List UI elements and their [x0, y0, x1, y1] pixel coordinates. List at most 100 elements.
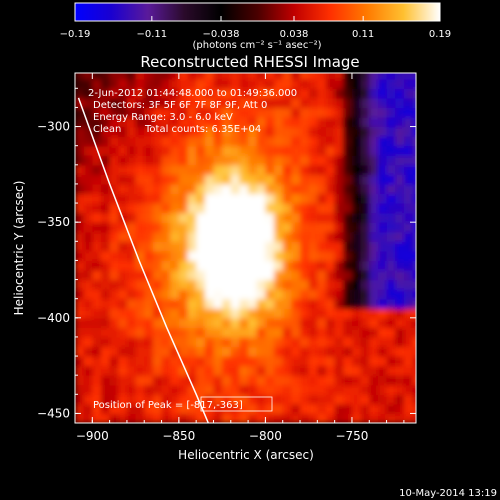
heatmap-cell — [395, 73, 405, 80]
heatmap-cell — [317, 317, 327, 328]
heatmap-cell — [135, 164, 145, 175]
heatmap-cell — [230, 336, 241, 348]
heatmap-cell — [248, 78, 258, 89]
heatmap-cell — [204, 145, 215, 156]
heatmap-cell — [265, 145, 275, 156]
heatmap-cell — [109, 327, 119, 338]
heatmap-cell — [100, 126, 111, 137]
heatmap-cell — [75, 279, 85, 290]
heatmap-cell — [377, 73, 388, 80]
heatmap-cell — [395, 403, 405, 415]
info-method: Clean — [93, 124, 121, 135]
heatmap-cell — [377, 269, 388, 281]
colorbar-ticks: −0.19 −0.11 −0.038 0.038 0.11 0.19 — [60, 16, 451, 40]
heatmap-cell — [377, 203, 388, 214]
heatmap-cell — [308, 107, 318, 118]
heatmap-cell — [360, 394, 370, 405]
heatmap-cell — [222, 269, 232, 281]
heatmap-cell — [403, 145, 414, 156]
heatmap-cell — [161, 279, 171, 290]
heatmap-cell — [395, 164, 405, 175]
info-peak-position: Position of Peak = [-817,-363] — [93, 400, 243, 411]
heatmap-cell — [161, 317, 171, 328]
heatmap-cell — [196, 183, 206, 195]
heatmap-cell — [83, 346, 93, 357]
heatmap-cell — [204, 126, 215, 137]
heatmap-cell — [230, 269, 241, 281]
heatmap-cell — [351, 107, 362, 118]
heatmap-cell — [144, 231, 154, 242]
heatmap-cell — [178, 193, 189, 204]
heatmap-cell — [135, 260, 145, 271]
heatmap-cell — [343, 126, 353, 137]
heatmap-cell — [204, 365, 215, 376]
heatmap-cell — [187, 155, 197, 166]
heatmap-cell — [187, 183, 197, 195]
heatmap-cell — [325, 346, 336, 357]
heatmap-cell — [161, 107, 171, 118]
heatmap-cell — [161, 155, 171, 166]
heatmap-cell — [351, 375, 362, 386]
heatmap-cell — [274, 145, 284, 156]
heatmap-cell — [126, 174, 137, 185]
heatmap-cell — [75, 298, 85, 309]
heatmap-cell — [256, 356, 266, 367]
heatmap-cell — [109, 308, 119, 319]
heatmap-cell — [325, 365, 336, 376]
heatmap-cell — [109, 250, 119, 262]
heatmap-cell — [317, 289, 327, 300]
heatmap-cell — [118, 336, 128, 348]
heatmap-cell — [222, 384, 232, 395]
heatmap-cell — [187, 403, 197, 415]
heatmap-cell — [109, 260, 119, 271]
heatmap-cell — [308, 126, 318, 137]
heatmap-cell — [274, 308, 284, 319]
heatmap-cell — [83, 136, 93, 147]
heatmap-cell — [325, 403, 336, 415]
heatmap-cell — [161, 183, 171, 195]
heatmap-cell — [75, 222, 85, 233]
heatmap-cell — [274, 73, 284, 80]
heatmap-cell — [360, 289, 370, 300]
heatmap-cell — [178, 107, 189, 118]
heatmap-cell — [222, 155, 232, 166]
heatmap-cell — [230, 298, 241, 309]
heatmap-cell — [178, 97, 189, 109]
heatmap-cell — [92, 394, 102, 405]
heatmap-cell — [239, 231, 249, 242]
heatmap-cell — [178, 88, 189, 99]
heatmap-cell — [118, 183, 128, 195]
heatmap-cell — [386, 231, 396, 242]
heatmap-cell — [308, 164, 318, 175]
heatmap-cell — [196, 116, 206, 128]
heatmap-cell — [152, 413, 163, 423]
heatmap-cell — [343, 336, 353, 348]
heatmap-cell — [325, 241, 336, 252]
heatmap-cell — [178, 260, 189, 271]
heatmap-cell — [187, 107, 197, 118]
heatmap-cell — [274, 222, 284, 233]
heatmap-cell — [377, 155, 388, 166]
heatmap-cell — [230, 260, 241, 271]
heatmap-cell — [75, 289, 85, 300]
heatmap-cell — [317, 375, 327, 386]
heatmap-cell — [204, 250, 215, 262]
heatmap-cell — [265, 164, 275, 175]
heatmap-cell — [178, 413, 189, 423]
heatmap-cell — [118, 241, 128, 252]
heatmap-cell — [325, 212, 336, 223]
heatmap-cell — [118, 289, 128, 300]
heatmap-cell — [256, 203, 266, 214]
heatmap-cell — [248, 413, 258, 423]
heatmap-cell — [196, 212, 206, 223]
heatmap-cell — [395, 222, 405, 233]
heatmap-cell — [178, 317, 189, 328]
heatmap-cell — [317, 145, 327, 156]
heatmap-cell — [109, 155, 119, 166]
heatmap-cell — [222, 327, 232, 338]
heatmap-cell — [109, 203, 119, 214]
heatmap-cell — [325, 289, 336, 300]
heatmap-cell — [291, 279, 301, 290]
heatmap-cell — [100, 78, 111, 89]
